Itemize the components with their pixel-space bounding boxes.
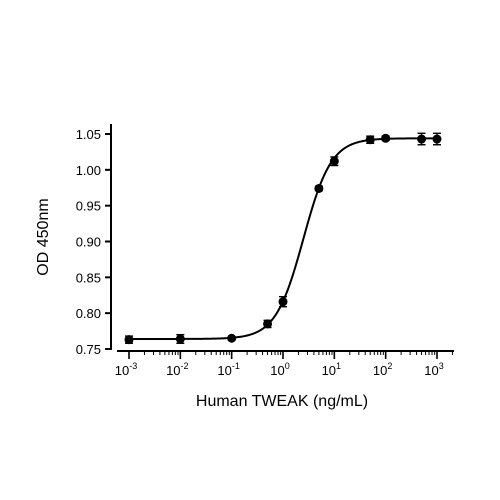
error-bars: [125, 132, 441, 344]
y-tick-label: 1.00: [76, 163, 101, 178]
data-point: [432, 134, 442, 144]
y-tick-label: 0.95: [76, 199, 101, 214]
y-axis: 0.75 0.80 0.85 0.90 0.95 1.00 1.05: [76, 124, 112, 357]
x-tick-label: 102: [373, 361, 392, 378]
y-tick-label: 0.85: [76, 270, 101, 285]
y-tick-label: 0.90: [76, 235, 101, 250]
y-axis-title: OD 450nm: [35, 198, 52, 275]
data-point: [124, 335, 134, 345]
data-point: [278, 297, 288, 307]
data-points: [124, 133, 442, 345]
data-point: [314, 183, 324, 193]
data-point: [329, 156, 339, 166]
x-tick-label: 100: [270, 361, 289, 378]
data-point: [175, 334, 185, 344]
fit-curve: [129, 137, 437, 340]
data-point: [381, 133, 391, 143]
data-point: [227, 333, 237, 343]
y-tick-label: 0.80: [76, 306, 101, 321]
x-tick-label: 10-1: [217, 361, 239, 378]
y-tick-label: 1.05: [76, 127, 101, 142]
x-axis-title: Human TWEAK (ng/mL): [196, 393, 368, 410]
data-point: [365, 135, 375, 145]
x-tick-label: 103: [424, 361, 443, 378]
x-tick-label: 10-2: [166, 361, 188, 378]
data-point: [263, 319, 273, 329]
data-point: [417, 134, 427, 144]
x-tick-label: 10-3: [115, 361, 137, 378]
x-axis: 10-3 10-2 10-1 100 101 102 103: [115, 350, 454, 378]
x-tick-label: 101: [322, 361, 341, 378]
y-tick-label: 0.75: [76, 342, 101, 357]
